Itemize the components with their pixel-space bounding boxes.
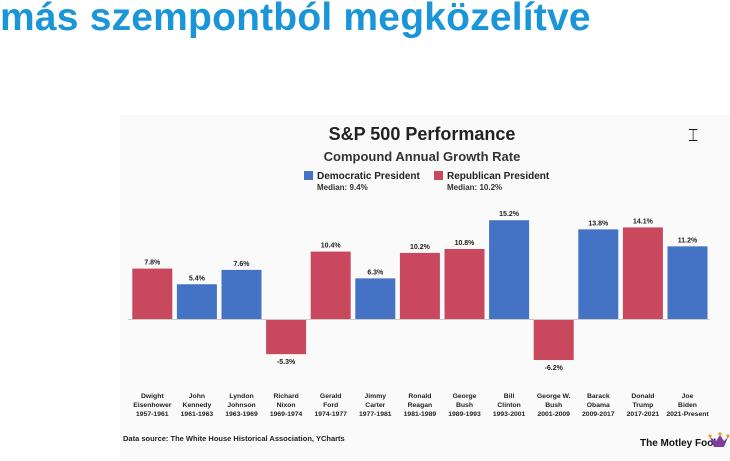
category-years: 1961-1963 [181, 411, 214, 418]
category-years: 2009-2017 [582, 411, 615, 418]
bar-ronald-reagan [399, 252, 440, 320]
bar-richard-nixon [266, 319, 307, 355]
bar-lyndon-johnson [221, 269, 262, 320]
legend-swatch-republican [434, 171, 443, 180]
legend-median-democratic: Median: 9.4% [317, 183, 368, 192]
category-name-line1: Joe [682, 393, 694, 400]
category-years: 2017-2021 [627, 411, 660, 418]
category-name-line1: Donald [631, 393, 654, 400]
data-label: 14.1% [633, 218, 654, 225]
category-name-line2: Reagan [408, 402, 433, 409]
category-name-line2: Johnson [227, 402, 255, 409]
data-label: 5.4% [189, 275, 206, 282]
chart-title: S&P 500 Performance [329, 124, 516, 144]
category-years: 1974-1977 [314, 411, 347, 418]
category-name-line2: Eisenhower [133, 402, 172, 409]
category-name-line1: Barack [587, 393, 610, 400]
brand-logo-text: The Motley Fool [640, 438, 716, 449]
category-name-line2: Obama [587, 402, 610, 409]
category-name-line2: Kennedy [183, 402, 212, 409]
category-name-line1: Ronald [408, 393, 431, 400]
category-name-line2: Trump [633, 402, 654, 409]
legend-median-republican: Median: 10.2% [447, 183, 502, 192]
category-labels-group: 7.8% Dwight Eisenhower 1957-1961 5.4% John Ken… [133, 211, 709, 418]
category-years: 1989-1993 [448, 411, 481, 418]
category-years: 1993-2001 [493, 411, 526, 418]
data-label: 10.2% [410, 244, 431, 251]
data-label: 6.3% [367, 269, 384, 276]
category-name-line2: Clinton [497, 402, 520, 409]
data-label: 13.8% [588, 220, 609, 227]
category-years: 1981-1989 [404, 411, 437, 418]
category-name-line1: George [453, 393, 477, 400]
bar-george-bush [444, 248, 485, 320]
text-cursor-icon: ⌶ [688, 126, 699, 146]
category-years: 1977-1981 [359, 411, 392, 418]
data-label: 10.8% [455, 240, 476, 247]
category-years: 2001-2009 [537, 411, 570, 418]
bar-barack-obama [578, 229, 619, 320]
category-years: 1969-1974 [270, 411, 303, 418]
data-label: -6.2% [545, 365, 564, 372]
category-years: 1963-1969 [225, 411, 258, 418]
bar-george-w-bush [533, 319, 574, 361]
bar-chart: S&P 500 Performance Compound Annual Grow… [123, 124, 730, 449]
category-name-line1: Gerald [320, 393, 342, 400]
category-name-line2: Nixon [277, 402, 296, 409]
bars-group [132, 220, 708, 361]
category-name-line1: Richard [273, 393, 298, 400]
category-name-line2: Bush [545, 402, 562, 409]
category-name-line1: Bill [504, 393, 515, 400]
category-name-line1: Lyndon [229, 393, 253, 400]
data-label: 7.8% [144, 260, 161, 267]
category-years: 1957-1961 [136, 411, 169, 418]
category-name-line2: Biden [678, 402, 697, 409]
category-name-line2: Ford [323, 402, 338, 409]
bar-jimmy-carter [355, 278, 396, 320]
data-label: 7.6% [234, 261, 251, 268]
data-label: 15.2% [499, 211, 520, 218]
bar-joe-biden [667, 246, 708, 320]
legend-label-democratic: Democratic President [317, 171, 420, 182]
bar-bill-clinton [489, 220, 530, 320]
category-name-line2: Bush [456, 402, 473, 409]
data-source-note: Data source: The White House Historical … [123, 434, 345, 443]
category-years: 2021-Present [666, 411, 709, 418]
slide-heading: más szempontból megközelítve [0, 0, 591, 39]
category-name-line2: Carter [365, 402, 385, 409]
category-name-line1: George W. [537, 393, 571, 400]
chart-subtitle: Compound Annual Growth Rate [324, 149, 521, 164]
chart-panel: S&P 500 Performance Compound Annual Grow… [120, 115, 730, 461]
bar-gerald-ford [310, 251, 351, 320]
bar-dwight-eisenhower [132, 268, 173, 320]
jester-hat-icon [708, 432, 730, 447]
category-name-line1: Dwight [141, 393, 164, 400]
bar-john-kennedy [176, 284, 217, 320]
bar-donald-trump [622, 227, 663, 320]
data-label: 10.4% [321, 243, 342, 250]
data-label: 11.2% [678, 237, 698, 244]
category-name-line1: Jimmy [365, 393, 387, 400]
category-name-line1: John [189, 393, 205, 400]
legend-label-republican: Republican President [447, 171, 550, 182]
data-label: -5.3% [277, 359, 296, 366]
legend-swatch-democratic [304, 171, 313, 180]
